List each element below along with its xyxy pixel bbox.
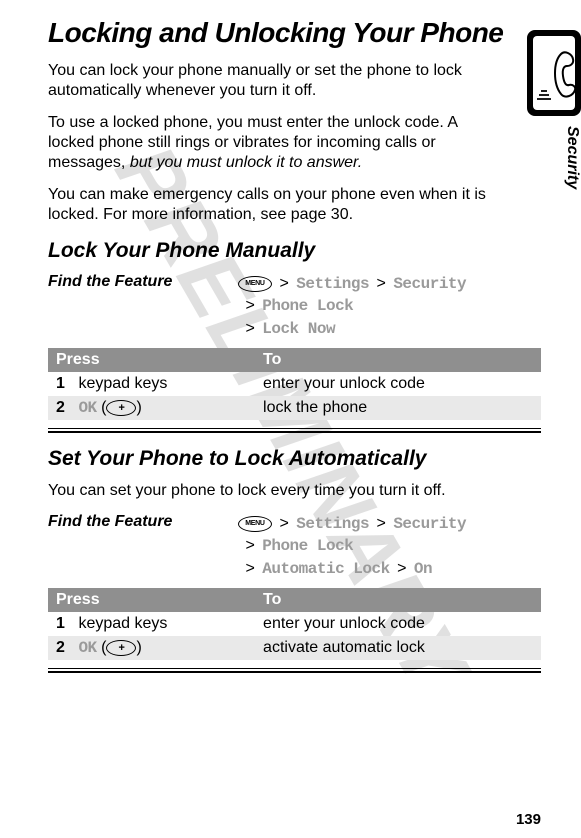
- feature-path-auto: Find the Feature MENU > Settings > Secur…: [48, 513, 541, 580]
- table-manual: Press To 1 keypad keys enter your unlock…: [48, 348, 541, 420]
- page-number: 139: [516, 811, 541, 828]
- plus-icon: +: [106, 640, 136, 656]
- press-ok: OK: [78, 639, 96, 657]
- rule: [48, 671, 541, 673]
- feature-label: Find the Feature: [48, 273, 238, 291]
- th-press: Press: [48, 588, 255, 612]
- path-settings: Settings: [296, 275, 369, 293]
- para2-italic: but you must unlock it to answer.: [130, 154, 362, 171]
- th-to: To: [255, 348, 541, 372]
- press-cell: keypad keys: [78, 375, 167, 392]
- step-num: 2: [56, 399, 74, 417]
- th-press: Press: [48, 348, 255, 372]
- path-lock-now: Lock Now: [262, 320, 335, 338]
- table-row: 1 keypad keys enter your unlock code: [48, 612, 541, 636]
- menu-icon: MENU: [238, 516, 272, 532]
- path-automatic-lock: Automatic Lock: [262, 560, 389, 578]
- step-num: 2: [56, 639, 74, 657]
- feature-path-manual: Find the Feature MENU > Settings > Secur…: [48, 273, 541, 340]
- to-cell: enter your unlock code: [255, 612, 541, 636]
- feature-label: Find the Feature: [48, 513, 238, 531]
- paragraph-auto: You can set your phone to lock every tim…: [48, 481, 541, 501]
- path-phone-lock: Phone Lock: [262, 297, 353, 315]
- table-row: 2 OK (+) activate automatic lock: [48, 636, 541, 660]
- to-cell: enter your unlock code: [255, 372, 541, 396]
- th-to: To: [255, 588, 541, 612]
- rule: [48, 431, 541, 433]
- path-phone-lock: Phone Lock: [262, 537, 353, 555]
- path-settings: Settings: [296, 515, 369, 533]
- press-cell: keypad keys: [78, 615, 167, 632]
- gt: >: [397, 560, 406, 577]
- heading-manual-lock: Lock Your Phone Manually: [48, 239, 541, 263]
- paragraph-intro: You can lock your phone manually or set …: [48, 61, 488, 101]
- menu-icon: MENU: [238, 276, 272, 292]
- page-title: Locking and Unlocking Your Phone: [48, 18, 541, 49]
- table-auto: Press To 1 keypad keys enter your unlock…: [48, 588, 541, 660]
- table-row: 2 OK (+) lock the phone: [48, 396, 541, 420]
- to-cell: lock the phone: [255, 396, 541, 420]
- to-cell: activate automatic lock: [255, 636, 541, 660]
- gt: >: [245, 320, 254, 337]
- gt: >: [245, 297, 254, 314]
- heading-auto-lock: Set Your Phone to Lock Automatically: [48, 447, 541, 471]
- path-on: On: [414, 560, 432, 578]
- rule: [48, 668, 541, 669]
- gt: >: [245, 560, 254, 577]
- path-security: Security: [393, 515, 466, 533]
- gt: >: [245, 537, 254, 554]
- gt: >: [377, 275, 386, 292]
- paragraph-emergency: You can make emergency calls on your pho…: [48, 185, 541, 225]
- step-num: 1: [56, 615, 74, 633]
- step-num: 1: [56, 375, 74, 393]
- press-ok: OK: [78, 399, 96, 417]
- plus-icon: +: [106, 400, 136, 416]
- gt: >: [279, 515, 288, 532]
- paragraph-locked-info: To use a locked phone, you must enter th…: [48, 113, 488, 173]
- gt: >: [377, 515, 386, 532]
- gt: >: [279, 275, 288, 292]
- path-security: Security: [393, 275, 466, 293]
- rule: [48, 428, 541, 429]
- table-row: 1 keypad keys enter your unlock code: [48, 372, 541, 396]
